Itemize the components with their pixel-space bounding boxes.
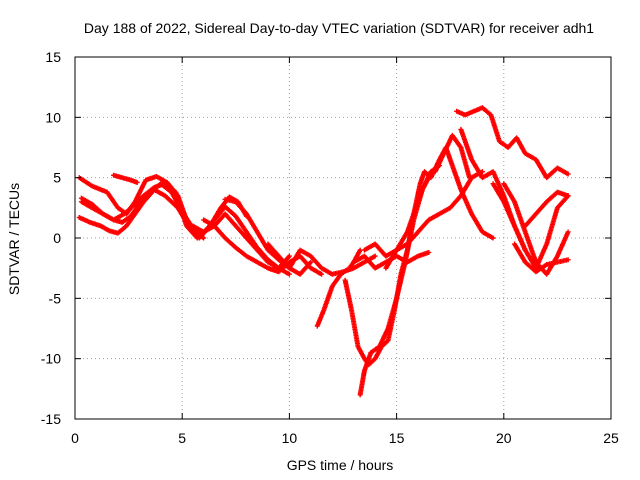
data-point [372,253,378,259]
x-tick-label: 20 [496,430,512,446]
y-axis-label: SDTVAR / TECUs [6,183,22,295]
series-track-13 [351,249,432,271]
series-track-9 [265,241,314,277]
data-point [308,259,314,265]
series-track-15 [383,163,442,271]
y-tick-label: 0 [53,230,61,246]
y-tick-label: 5 [53,170,61,186]
tick-layer: 0 5 10 15 20 25 -15 -10 -5 0 5 10 15 [41,49,619,446]
y-tick-label: -15 [41,411,61,427]
series-track-5 [111,172,140,185]
data-point [490,235,496,241]
x-tick-label: 0 [71,430,79,446]
data-point [565,171,571,177]
series-track-21 [512,241,571,275]
series-track-17 [454,105,571,181]
data-point [565,193,571,199]
x-tick-label: 5 [178,430,186,446]
series-track-16 [432,132,472,181]
x-tick-label: 10 [282,430,298,446]
data-point [565,257,571,263]
series-track-12 [357,175,432,398]
series-track-22 [522,189,571,229]
data-point [319,271,325,277]
x-axis-label: GPS time / hours [287,457,394,473]
data-point [357,247,363,253]
series-track-19 [490,181,571,271]
data-layer [76,105,571,398]
y-tick-label: -5 [49,290,62,306]
series-track-10 [314,247,363,329]
grid-layer [75,57,611,419]
data-point [286,271,292,277]
y-tick-label: 15 [45,49,61,65]
series-track-3 [76,187,213,241]
y-tick-label: 10 [45,109,61,125]
data-point [134,179,140,185]
chart-title: Day 188 of 2022, Sidereal Day-to-day VTE… [84,20,594,36]
y-tick-label: -10 [41,351,61,367]
data-point [426,249,432,255]
data-point [565,229,571,235]
data-point [286,253,292,259]
x-tick-label: 15 [389,430,405,446]
x-tick-label: 25 [603,430,619,446]
data-point [466,175,472,181]
series-track-7 [190,211,292,271]
